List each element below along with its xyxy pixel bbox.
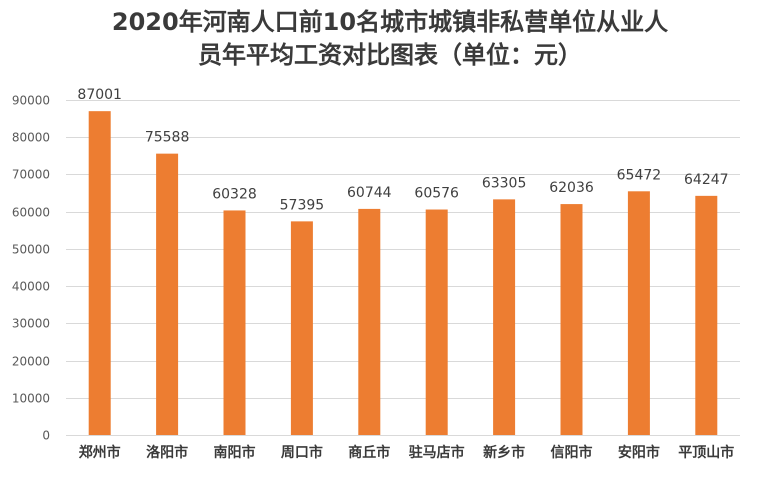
bar xyxy=(223,210,246,435)
value-label: 65472 xyxy=(617,167,662,183)
value-label: 60328 xyxy=(212,186,257,202)
value-label: 87001 xyxy=(77,87,122,103)
y-tick-label: 90000 xyxy=(12,94,50,108)
y-tick-label: 50000 xyxy=(12,243,50,257)
y-tick-label: 10000 xyxy=(12,392,50,406)
category-label: 平顶山市 xyxy=(678,444,734,461)
value-label: 57395 xyxy=(280,197,325,213)
chart-title-line-1: 2020年河南人口前10名城市城镇非私营单位从业人 xyxy=(111,8,669,36)
chart-title-line-2: 员年平均工资对比图表（单位：元） xyxy=(198,41,582,69)
bar xyxy=(290,221,313,435)
y-tick-label: 60000 xyxy=(12,206,50,220)
value-label: 60744 xyxy=(347,185,392,201)
category-label: 新乡市 xyxy=(483,444,525,461)
value-label: 60576 xyxy=(414,186,459,202)
category-label: 商丘市 xyxy=(348,444,390,461)
value-label: 62036 xyxy=(549,180,594,196)
bar xyxy=(493,199,516,435)
bar xyxy=(560,204,583,435)
category-label: 信阳市 xyxy=(551,444,593,461)
bars xyxy=(88,111,718,436)
bar xyxy=(156,153,179,436)
category-label: 周口市 xyxy=(281,444,323,461)
bar xyxy=(695,195,718,435)
chart-title: 2020年河南人口前10名城市城镇非私营单位从业人 员年平均工资对比图表（单位：… xyxy=(40,6,740,72)
y-tick-label: 30000 xyxy=(12,317,50,331)
category-label: 安阳市 xyxy=(618,444,660,461)
value-labels: 87001 75588 60328 57395 60744 60576 63305 62036… xyxy=(77,87,728,213)
gridlines xyxy=(66,100,740,436)
value-label: 63305 xyxy=(482,175,527,191)
bar xyxy=(88,111,111,436)
bar xyxy=(425,209,448,435)
y-axis-ticks: 0 10000 20000 30000 40000 50000 60000 70000 8000… xyxy=(12,94,50,443)
category-label: 南阳市 xyxy=(214,444,256,461)
category-label: 洛阳市 xyxy=(146,444,188,461)
y-tick-label: 40000 xyxy=(12,280,50,294)
category-labels: 郑州市 洛阳市 南阳市 周口市 商丘市 驻马店市 新乡市 信阳市 安阳市 平顶山市 xyxy=(79,444,735,461)
value-label: 64247 xyxy=(684,172,729,188)
bar xyxy=(627,191,650,435)
value-label: 75588 xyxy=(145,130,190,146)
category-label: 郑州市 xyxy=(79,444,121,461)
category-label: 驻马店市 xyxy=(409,444,465,461)
y-tick-label: 20000 xyxy=(12,355,50,369)
y-tick-label: 80000 xyxy=(12,131,50,145)
y-tick-label: 70000 xyxy=(12,168,50,182)
y-tick-label: 0 xyxy=(42,429,50,443)
bar xyxy=(358,208,381,435)
